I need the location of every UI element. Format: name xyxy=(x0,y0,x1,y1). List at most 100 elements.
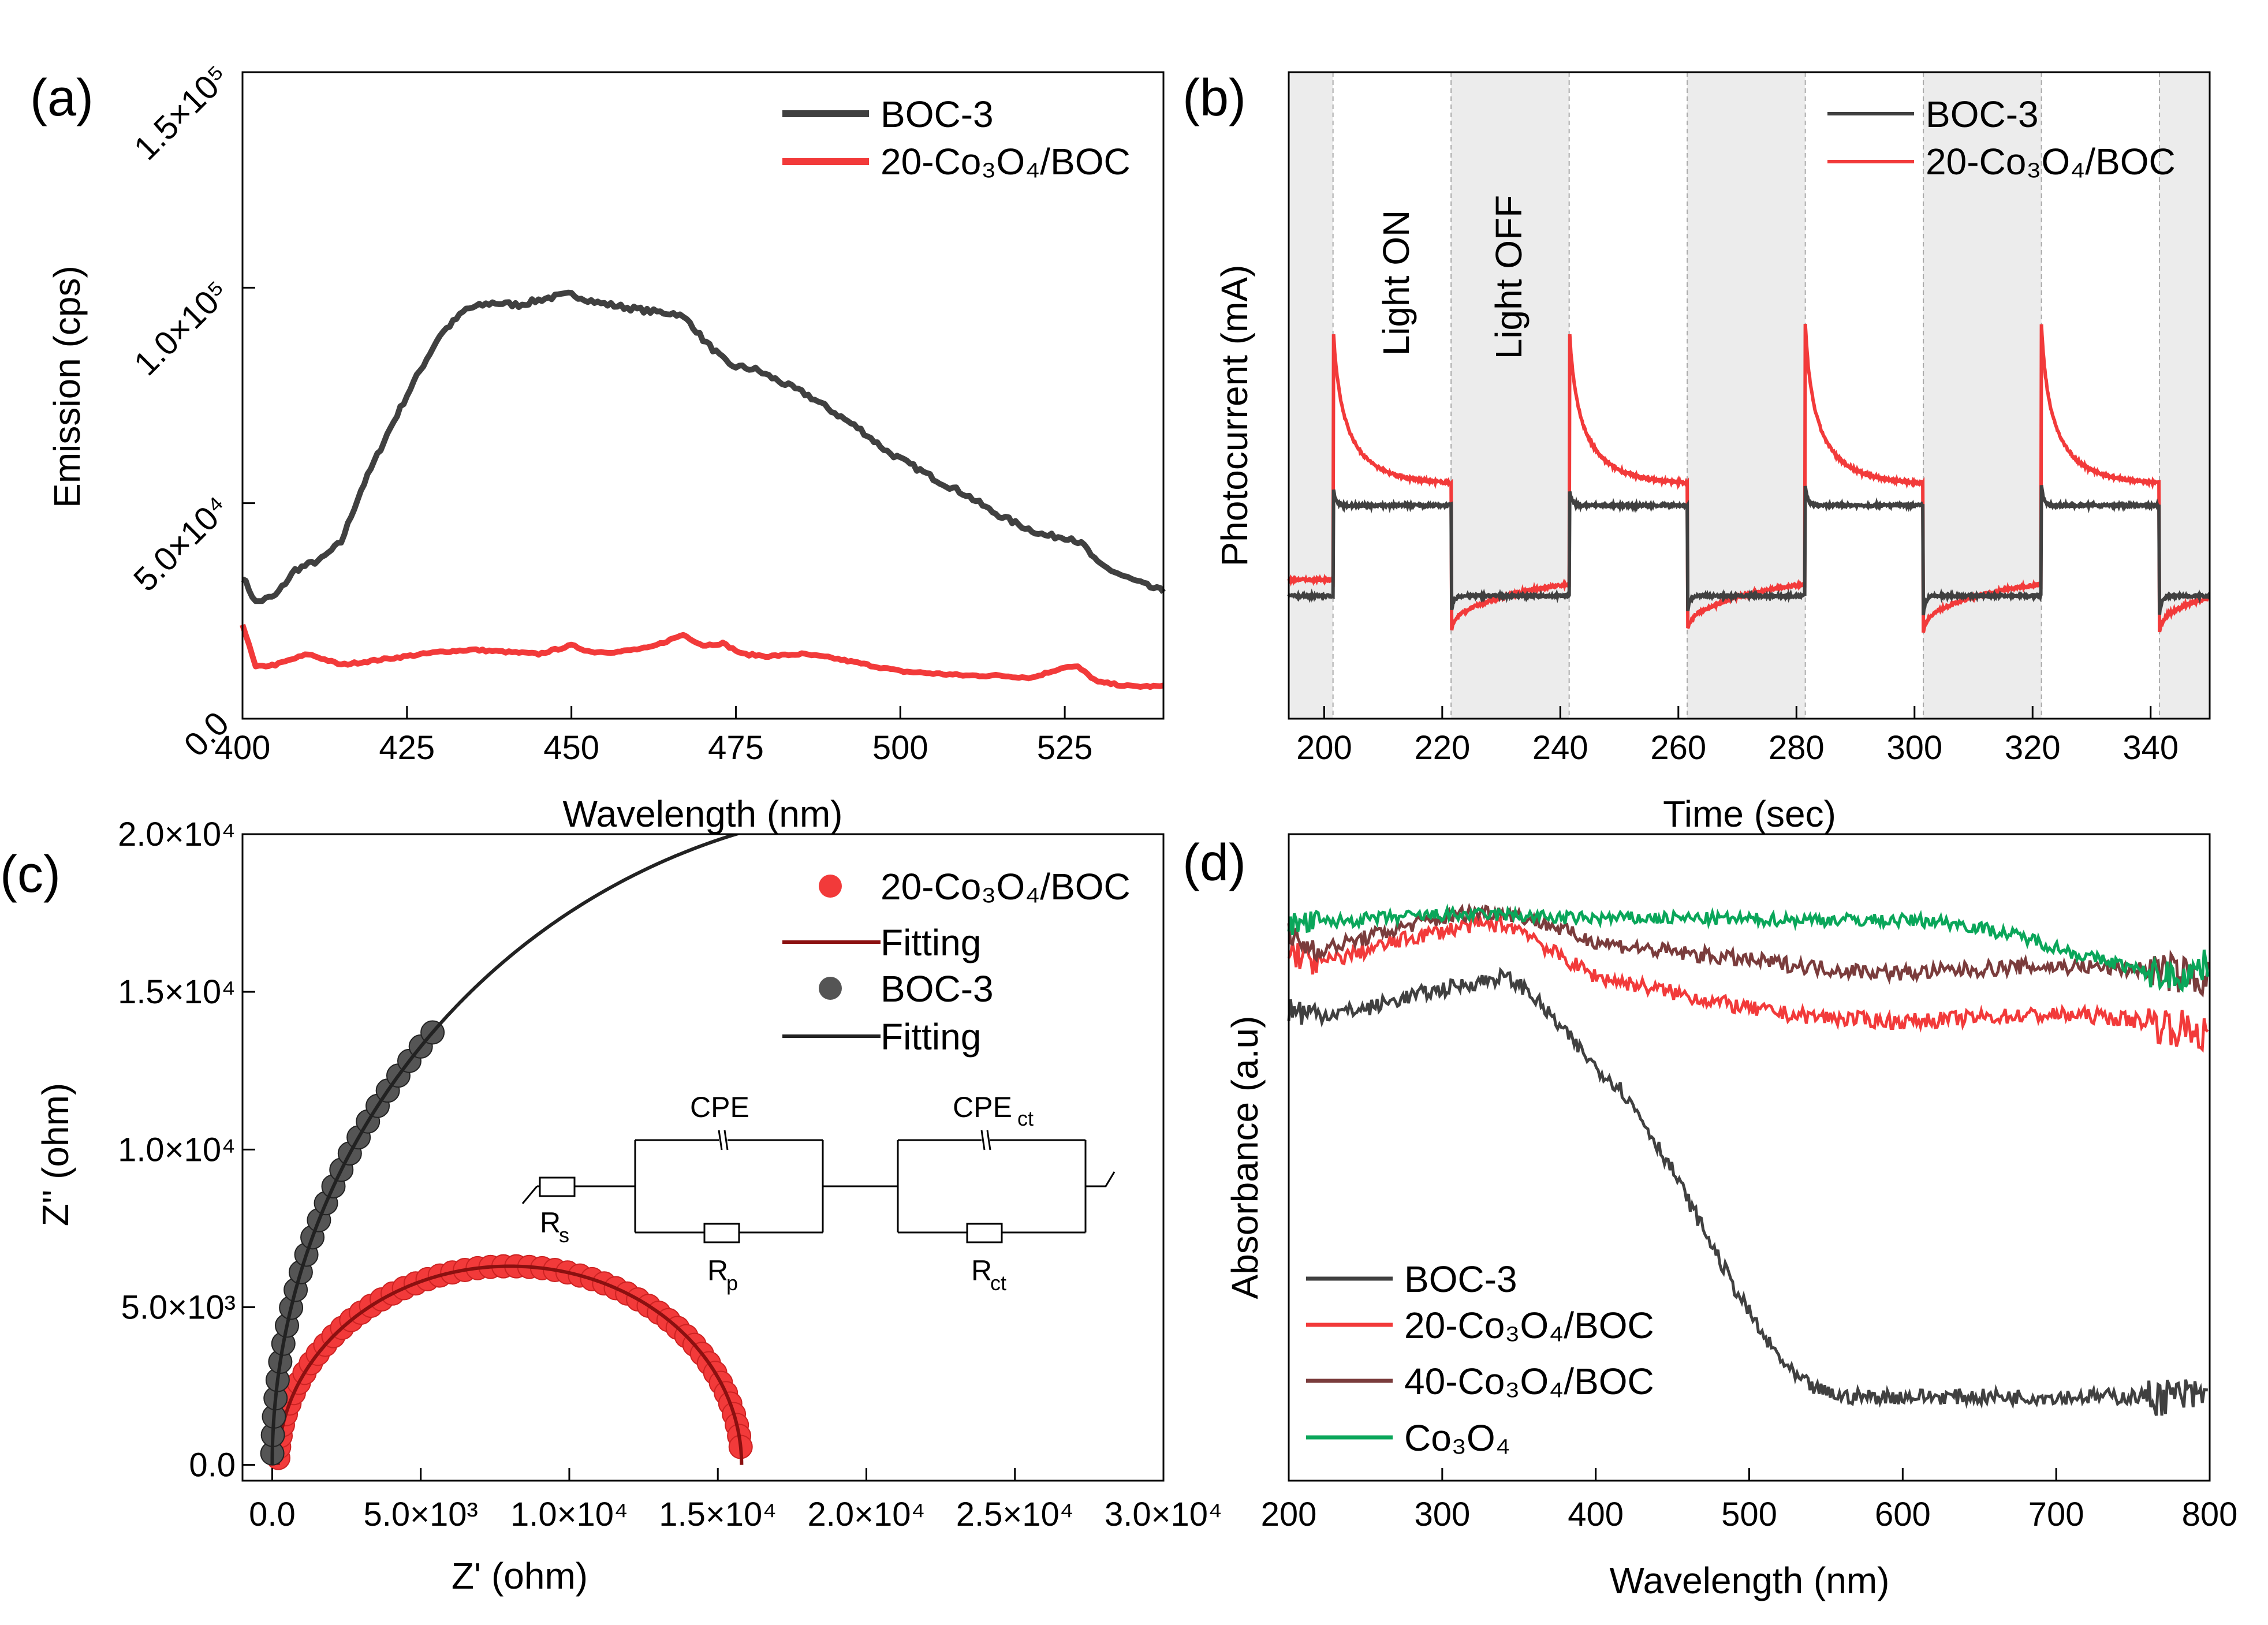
x-tick-label: 2.0×10⁴ xyxy=(808,1496,926,1533)
series-boc3-line xyxy=(1287,485,2211,615)
legend-label-co3o4: Co₃O₄ xyxy=(1404,1417,1510,1459)
panel-d-xlabel: Wavelength (nm) xyxy=(1610,1560,1890,1601)
legend-label-40co: 40-Co₃O₄/BOC xyxy=(1404,1361,1654,1402)
panel-c-plot-area xyxy=(260,834,753,1470)
x-tick-label: 320 xyxy=(2005,729,2061,767)
panel-a-frame xyxy=(241,71,1165,720)
legend-label-fitting-red: Fitting xyxy=(881,922,981,963)
x-tick-label: 1.5×10⁴ xyxy=(659,1496,777,1533)
legend-marker-20co xyxy=(819,875,842,898)
circuit-sub-p: p xyxy=(726,1271,738,1295)
annotation-light-off: Light OFF xyxy=(1488,195,1530,360)
fit-line-20co xyxy=(276,1264,744,1465)
circuit-label-rs: R xyxy=(540,1206,561,1239)
resistor-rct xyxy=(966,1223,1003,1243)
panel-b-label: (b) xyxy=(1183,69,1246,127)
circuit-lead-left xyxy=(521,1186,538,1204)
legend-label-20co: 20-Co₃O₄/BOC xyxy=(1404,1305,1654,1346)
panel-d-ylabel: Absorbance (a.u) xyxy=(1224,1016,1266,1299)
circuit-sub-ct: ct xyxy=(1017,1107,1034,1130)
x-tick-label: 200 xyxy=(1296,729,1352,767)
legend-label-boc3: BOC-3 xyxy=(881,968,994,1010)
panel-b-legend: BOC-3 20-Co₃O₄/BOC xyxy=(1827,94,2176,182)
y-tick-label: 5.0×10⁴ xyxy=(126,489,236,599)
x-tick-label: 500 xyxy=(872,729,928,767)
y-tick-label: 1.5×10⁴ xyxy=(118,973,236,1011)
panel-a: (a) Wavelength (nm) Emission (cps) 400 42… xyxy=(30,58,1166,835)
x-tick-label: 220 xyxy=(1414,729,1470,767)
x-tick-label: 400 xyxy=(215,729,271,767)
x-tick-label: 2.5×10⁴ xyxy=(956,1496,1074,1533)
x-tick-label: 425 xyxy=(379,729,435,767)
legend-label-20co: 20-Co₃O₄/BOC xyxy=(1926,141,2176,182)
panel-c: (c) Z' (ohm) Z'' (ohm) 0.0 5.0×10³ 1.0×10⁴… xyxy=(0,816,1222,1597)
x-tick-label: 450 xyxy=(543,729,599,767)
panel-a-label: (a) xyxy=(30,69,94,127)
panel-b-xlabel: Time (sec) xyxy=(1663,793,1836,835)
x-tick-label: 340 xyxy=(2122,729,2179,767)
light-off-band xyxy=(1687,72,1806,719)
fit-line-boc3 xyxy=(270,834,743,1465)
legend-label-boc3: BOC-3 xyxy=(881,94,994,135)
series-boc3-line xyxy=(241,289,1166,604)
x-tick-label: 700 xyxy=(2028,1496,2084,1533)
series-20co-line xyxy=(1287,912,2209,1053)
x-tick-label: 800 xyxy=(2182,1496,2238,1533)
x-tick-label: 5.0×10³ xyxy=(364,1496,478,1533)
panel-d: (d) Wavelength (nm) Absorbance (a.u) 200… xyxy=(1183,833,2238,1601)
legend-marker-boc3 xyxy=(819,977,842,1000)
x-tick-label: 3.0×10⁴ xyxy=(1105,1496,1222,1533)
circuit-sub-ct2: ct xyxy=(990,1271,1006,1295)
x-tick-label: 525 xyxy=(1037,729,1093,767)
legend-label-boc3: BOC-3 xyxy=(1404,1258,1517,1300)
x-tick-label: 260 xyxy=(1650,729,1706,767)
y-tick-label: 1.0×10⁵ xyxy=(127,274,237,383)
circuit-inset xyxy=(521,1130,1116,1243)
circuit-label-rp: R xyxy=(707,1254,728,1287)
x-tick-label: 300 xyxy=(1886,729,1942,767)
x-tick-label: 0.0 xyxy=(249,1496,296,1533)
legend-label-fitting-black: Fitting xyxy=(881,1016,981,1058)
panel-d-legend: BOC-3 20-Co₃O₄/BOC 40-Co₃O₄/BOC Co₃O₄ xyxy=(1306,1258,1654,1459)
x-tick-label: 1.0×10⁴ xyxy=(510,1496,628,1533)
annotation-light-on: Light ON xyxy=(1375,210,1417,356)
y-tick-label: 2.0×10⁴ xyxy=(118,816,236,853)
panel-a-xlabel: Wavelength (nm) xyxy=(563,793,843,835)
resistor-rs xyxy=(539,1176,576,1197)
y-tick-label: 5.0×10³ xyxy=(121,1289,236,1327)
x-tick-label: 475 xyxy=(708,729,764,767)
x-tick-label: 240 xyxy=(1532,729,1588,767)
panel-c-label: (c) xyxy=(0,846,61,903)
circuit-label-cpe: CPE xyxy=(690,1091,749,1123)
x-tick-label: 200 xyxy=(1261,1496,1317,1533)
legend-label-20co: 20-Co₃O₄/BOC xyxy=(881,141,1131,182)
circuit-label-cpe-ct: CPE xyxy=(953,1091,1012,1123)
panel-c-ylabel: Z'' (ohm) xyxy=(35,1083,76,1226)
panel-a-legend: BOC-3 20-Co₃O₄/BOC xyxy=(782,94,1131,182)
panel-c-xlabel: Z' (ohm) xyxy=(452,1555,588,1597)
panel-a-ylabel: Emission (cps) xyxy=(46,266,88,508)
x-tick-label: 400 xyxy=(1568,1496,1624,1533)
circuit-wires xyxy=(575,1139,1116,1234)
panel-b-frame xyxy=(1288,71,2211,720)
resistor-rp xyxy=(703,1223,740,1243)
cpe-ct-symbol xyxy=(980,1130,991,1150)
circuit-sub-s: s xyxy=(559,1223,569,1247)
legend-label-boc3: BOC-3 xyxy=(1926,94,2039,135)
x-tick-label: 500 xyxy=(1721,1496,1777,1533)
y-tick-label: 1.5×10⁵ xyxy=(127,58,237,167)
series-co3o4-line xyxy=(1287,903,2210,993)
y-tick-label: 0.0 xyxy=(189,1447,236,1484)
panel-c-legend: 20-Co₃O₄/BOC Fitting BOC-3 Fitting xyxy=(782,866,1131,1058)
circuit-label-rct: R xyxy=(971,1254,992,1287)
light-off-band xyxy=(1451,72,1569,719)
panel-b-ylabel: Photocurrent (mA) xyxy=(1214,265,1255,567)
x-tick-label: 600 xyxy=(1875,1496,1931,1533)
panel-b: (b) Time (sec) Photocurrent (mA) Light O… xyxy=(1183,69,2211,835)
y-tick-label: 1.0×10⁴ xyxy=(118,1131,236,1168)
panel-c-frame xyxy=(241,833,1165,1482)
x-tick-label: 280 xyxy=(1769,729,1825,767)
cpe-symbol xyxy=(718,1130,729,1150)
series-boc3-line xyxy=(1287,966,2209,1416)
x-tick-label: 300 xyxy=(1414,1496,1470,1533)
